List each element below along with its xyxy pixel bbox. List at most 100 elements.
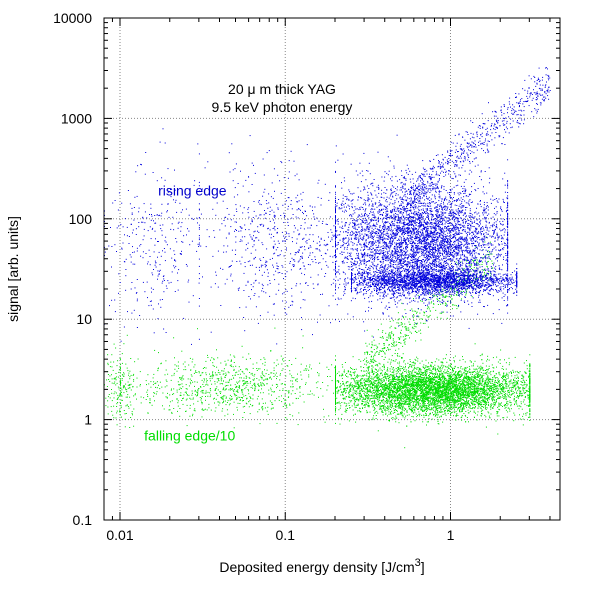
data-point	[500, 384, 502, 385]
data-point	[405, 382, 407, 384]
data-point	[457, 384, 459, 386]
data-point	[497, 383, 499, 384]
data-point	[446, 401, 448, 403]
data-point	[471, 390, 473, 392]
data-point	[471, 382, 473, 383]
data-point	[453, 415, 454, 417]
data-point	[413, 389, 415, 391]
data-point	[361, 404, 363, 406]
data-point	[389, 387, 391, 388]
data-point	[386, 388, 387, 390]
data-point	[404, 391, 406, 393]
data-point	[496, 385, 498, 387]
data-point	[434, 406, 436, 408]
data-point	[396, 391, 398, 393]
data-point	[463, 392, 464, 394]
data-point	[514, 356, 516, 358]
data-point	[362, 396, 364, 398]
data-point	[525, 386, 527, 388]
data-point	[519, 392, 521, 394]
data-point	[473, 371, 474, 373]
data-point	[338, 371, 340, 373]
data-point	[413, 388, 414, 390]
data-point	[429, 374, 430, 376]
data-point	[378, 378, 380, 380]
data-point	[458, 373, 460, 375]
data-point	[440, 411, 442, 413]
data-point	[468, 406, 470, 408]
data-point	[434, 383, 435, 385]
data-point	[420, 380, 422, 382]
data-point	[439, 394, 441, 396]
data-point	[432, 381, 434, 383]
data-point	[424, 383, 426, 384]
data-point	[478, 387, 480, 389]
data-point	[529, 384, 531, 386]
data-point	[500, 385, 502, 386]
data-point	[419, 415, 420, 417]
data-point	[467, 379, 469, 381]
data-point	[346, 375, 347, 377]
data-point	[479, 402, 480, 404]
data-point	[371, 372, 373, 373]
data-point	[463, 385, 465, 387]
data-point	[424, 398, 426, 400]
data-point	[441, 379, 443, 381]
data-point	[363, 378, 365, 380]
data-point	[397, 386, 398, 388]
data-point	[383, 368, 385, 370]
data-point	[445, 401, 446, 403]
data-point	[381, 411, 383, 413]
data-point	[377, 375, 379, 377]
data-point	[349, 389, 350, 391]
data-point	[427, 384, 429, 386]
data-point	[463, 371, 465, 373]
data-point	[487, 378, 489, 380]
data-point	[415, 393, 417, 394]
data-point	[338, 390, 340, 392]
data-point	[430, 365, 432, 367]
data-point	[352, 368, 354, 370]
data-point	[451, 401, 453, 403]
data-point	[386, 399, 387, 401]
data-point	[423, 401, 425, 402]
data-point	[395, 373, 397, 375]
data-point	[355, 398, 357, 400]
data-point	[437, 395, 439, 397]
data-point	[429, 409, 431, 411]
data-point	[442, 385, 444, 387]
data-point	[499, 403, 501, 405]
data-point	[447, 388, 449, 390]
data-point	[453, 391, 455, 393]
data-point	[516, 403, 518, 405]
data-point	[428, 397, 430, 399]
data-point	[467, 409, 469, 411]
data-point	[495, 401, 497, 403]
data-point	[471, 365, 473, 367]
data-point	[351, 384, 353, 386]
data-point	[394, 390, 395, 392]
data-point	[372, 374, 374, 376]
data-point	[450, 389, 452, 391]
data-point	[445, 387, 447, 389]
data-point	[468, 395, 470, 397]
data-point	[396, 395, 398, 396]
data-point	[407, 404, 409, 405]
data-point	[401, 400, 402, 402]
data-point	[385, 410, 386, 412]
data-point	[384, 388, 386, 390]
data-point	[376, 388, 378, 389]
data-point	[479, 379, 481, 381]
data-point	[410, 365, 412, 367]
data-point	[429, 381, 431, 383]
data-point	[396, 390, 398, 392]
data-point	[408, 389, 410, 391]
data-point	[493, 391, 495, 393]
data-point	[461, 419, 463, 421]
data-point	[411, 384, 413, 386]
data-point	[360, 370, 362, 372]
data-point	[376, 392, 377, 394]
data-point	[365, 403, 367, 405]
data-point	[431, 392, 433, 394]
data-point	[336, 397, 338, 399]
